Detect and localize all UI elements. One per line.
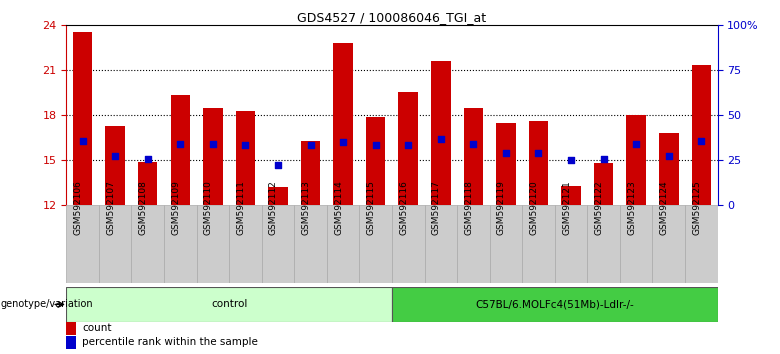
Bar: [431, 61, 451, 205]
Point: [532, 150, 544, 155]
Bar: [262, 205, 294, 283]
Bar: [171, 96, 190, 205]
Text: GSM592116: GSM592116: [399, 180, 408, 235]
Bar: [529, 121, 548, 205]
Bar: [685, 205, 718, 283]
Text: GSM592120: GSM592120: [530, 180, 538, 235]
Bar: [594, 163, 613, 205]
Bar: [197, 205, 229, 283]
Bar: [73, 32, 92, 205]
Bar: [490, 205, 523, 283]
Bar: [496, 122, 516, 205]
Text: percentile rank within the sample: percentile rank within the sample: [82, 337, 257, 348]
Bar: [99, 205, 131, 283]
Bar: [399, 92, 418, 205]
Text: GSM592121: GSM592121: [562, 180, 571, 235]
Bar: [164, 205, 197, 283]
Point: [662, 153, 675, 159]
Point: [370, 142, 382, 148]
Text: GSM592106: GSM592106: [73, 180, 83, 235]
Bar: [131, 205, 164, 283]
Bar: [392, 205, 424, 283]
Bar: [692, 65, 711, 205]
Bar: [587, 205, 620, 283]
Bar: [652, 205, 685, 283]
Point: [434, 136, 447, 142]
Text: genotype/variation: genotype/variation: [1, 299, 94, 309]
Text: GSM592112: GSM592112: [269, 180, 278, 235]
Text: control: control: [211, 299, 247, 309]
Bar: [392, 287, 718, 322]
Point: [565, 157, 577, 163]
Text: GSM592110: GSM592110: [204, 180, 213, 235]
Point: [337, 139, 349, 145]
Bar: [229, 205, 262, 283]
Point: [597, 156, 610, 161]
Bar: [66, 205, 99, 283]
Point: [630, 141, 643, 147]
Point: [76, 138, 89, 143]
Bar: [360, 205, 392, 283]
Bar: [294, 205, 327, 283]
Text: GSM592109: GSM592109: [172, 180, 180, 235]
Text: GSM592117: GSM592117: [432, 180, 441, 235]
Bar: [555, 205, 587, 283]
Bar: [327, 205, 360, 283]
Bar: [138, 162, 158, 205]
Point: [271, 162, 284, 167]
Bar: [522, 205, 555, 283]
Point: [109, 153, 122, 159]
Point: [239, 142, 252, 148]
Text: C57BL/6.MOLFc4(51Mb)-Ldlr-/-: C57BL/6.MOLFc4(51Mb)-Ldlr-/-: [475, 299, 634, 309]
Text: GSM592107: GSM592107: [106, 180, 115, 235]
Text: GSM592114: GSM592114: [334, 180, 343, 235]
Point: [207, 141, 219, 147]
Title: GDS4527 / 100086046_TGI_at: GDS4527 / 100086046_TGI_at: [297, 11, 487, 24]
Bar: [105, 126, 125, 205]
Bar: [626, 115, 646, 205]
Text: GSM592124: GSM592124: [660, 180, 668, 235]
Bar: [424, 205, 457, 283]
Bar: [268, 187, 288, 205]
Text: GSM592108: GSM592108: [139, 180, 147, 235]
Text: GSM592115: GSM592115: [367, 180, 376, 235]
Bar: [463, 108, 483, 205]
Text: count: count: [82, 323, 112, 333]
Point: [500, 150, 512, 155]
Bar: [562, 186, 581, 205]
Text: GSM592119: GSM592119: [497, 180, 506, 235]
Point: [141, 156, 154, 161]
Text: GSM592113: GSM592113: [302, 180, 310, 235]
Bar: [620, 205, 652, 283]
Text: GSM592123: GSM592123: [627, 180, 636, 235]
Bar: [366, 116, 385, 205]
Point: [695, 138, 707, 143]
Bar: [457, 205, 490, 283]
Text: GSM592125: GSM592125: [693, 180, 701, 235]
Point: [304, 142, 317, 148]
Bar: [659, 133, 679, 205]
Bar: [333, 43, 353, 205]
Bar: [301, 141, 321, 205]
Point: [174, 141, 186, 147]
Point: [402, 142, 414, 148]
Text: GSM592122: GSM592122: [594, 180, 604, 235]
Text: GSM592118: GSM592118: [464, 180, 473, 235]
Text: GSM592111: GSM592111: [236, 180, 246, 235]
Bar: [66, 287, 392, 322]
Point: [467, 141, 480, 147]
Bar: [236, 110, 255, 205]
Bar: [203, 108, 222, 205]
